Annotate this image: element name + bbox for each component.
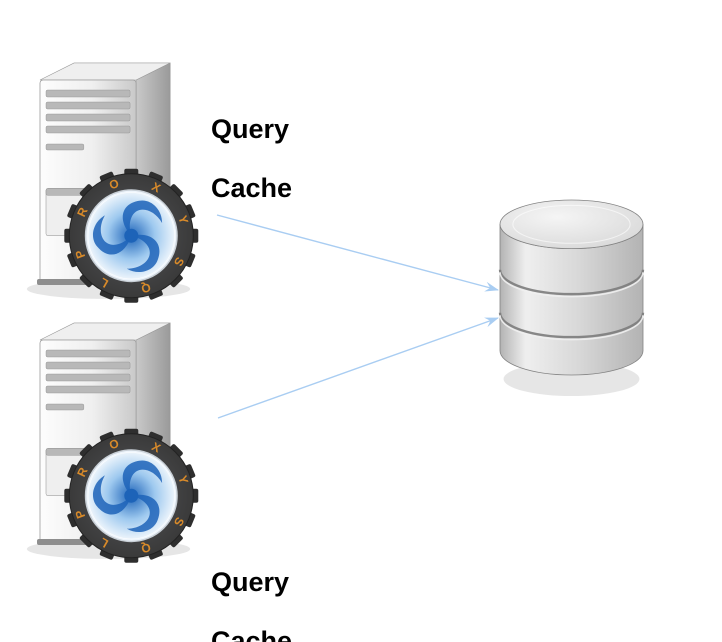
label-query-cache-top: Query Cache xyxy=(196,85,292,204)
edge-arrow xyxy=(218,318,498,418)
label-text: Query xyxy=(211,567,289,597)
diagram-canvas: PROXYSQL PROXYSQL xyxy=(0,0,722,642)
server-node: PROXYSQL xyxy=(27,63,198,303)
proxysql-badge-icon: PROXYSQL xyxy=(64,169,198,303)
label-text: Cache xyxy=(211,626,292,642)
edge-arrow xyxy=(217,215,498,290)
database-node xyxy=(500,200,643,396)
label-text: Query xyxy=(211,114,289,144)
server-node: PROXYSQL xyxy=(27,323,198,563)
label-text: Cache xyxy=(211,173,292,203)
proxysql-badge-icon: PROXYSQL xyxy=(64,429,198,563)
label-query-cache-bottom: Query Cache xyxy=(196,538,292,642)
